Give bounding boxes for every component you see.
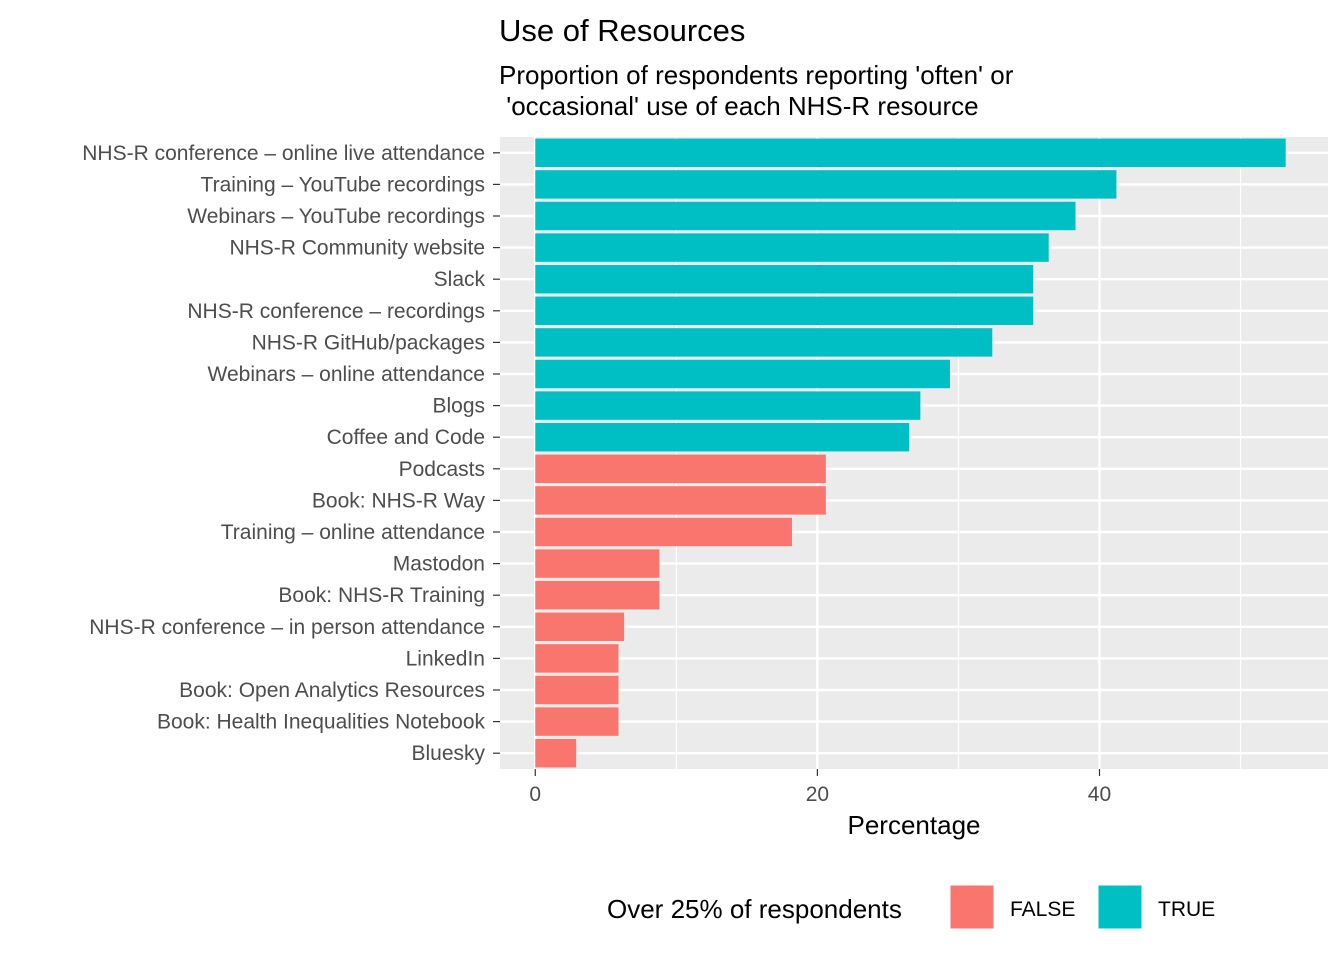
chart-subtitle-line-2: 'occasional' use of each NHS-R resource <box>499 91 979 121</box>
category-label: NHS-R conference – online live attendanc… <box>82 142 485 165</box>
legend: Over 25% of respondents FALSE TRUE <box>607 884 1215 930</box>
category-label: Book: Open Analytics Resources <box>179 679 485 702</box>
bar <box>535 233 1049 262</box>
category-label: Webinars – online attendance <box>208 363 485 386</box>
bar <box>535 359 950 389</box>
category-label: Mastodon <box>393 553 485 576</box>
bar <box>535 707 619 736</box>
chart-subtitle-line-1: Proportion of respondents reporting 'oft… <box>499 60 1014 90</box>
bar <box>535 201 1076 231</box>
legend-title: Over 25% of respondents <box>607 894 902 924</box>
category-label: Bluesky <box>411 742 485 765</box>
category-label: Coffee and Code <box>327 426 485 449</box>
category-label: NHS-R conference – in person attendance <box>89 616 485 639</box>
category-label: Slack <box>434 268 486 291</box>
category-label: Podcasts <box>399 458 485 481</box>
category-label: Training – YouTube recordings <box>201 173 485 196</box>
x-axis-title: Percentage <box>848 810 981 840</box>
chart-title: Use of Resources <box>499 13 745 48</box>
bar <box>535 644 619 673</box>
bar <box>535 675 619 705</box>
bar <box>535 422 910 452</box>
category-label: Blogs <box>432 395 485 418</box>
bar <box>535 580 660 610</box>
category-label: LinkedIn <box>406 647 485 670</box>
x-axis: 0 20 40 <box>529 769 1111 806</box>
bar <box>535 264 1034 294</box>
bar <box>535 612 625 642</box>
legend-key-false <box>949 884 995 930</box>
category-label: Book: NHS-R Way <box>312 489 486 512</box>
category-label: NHS-R Community website <box>229 237 485 260</box>
legend-label-false: FALSE <box>1010 898 1075 921</box>
x-tick-label: 20 <box>806 783 829 806</box>
category-labels: NHS-R conference – online live attendanc… <box>82 142 500 765</box>
category-label: Webinars – YouTube recordings <box>187 205 485 228</box>
bar <box>535 549 660 578</box>
bar <box>535 328 993 357</box>
bar <box>535 738 577 768</box>
category-label: Training – online attendance <box>221 521 485 544</box>
category-label: Book: NHS-R Training <box>278 584 485 607</box>
bar <box>535 486 826 515</box>
bar <box>535 138 1286 168</box>
category-label: Book: Health Inequalities Notebook <box>157 711 486 734</box>
x-tick-label: 40 <box>1088 783 1111 806</box>
bar <box>535 517 792 547</box>
x-tick-label: 0 <box>529 783 541 806</box>
plot-panel <box>500 137 1328 769</box>
bar <box>535 170 1117 199</box>
bars <box>535 138 1286 768</box>
legend-label-true: TRUE <box>1158 898 1215 921</box>
bar <box>535 296 1034 326</box>
legend-key-true <box>1097 884 1143 930</box>
category-label: NHS-R GitHub/packages <box>252 331 485 354</box>
bar <box>535 391 921 420</box>
category-label: NHS-R conference – recordings <box>187 300 485 323</box>
bar <box>535 454 826 484</box>
